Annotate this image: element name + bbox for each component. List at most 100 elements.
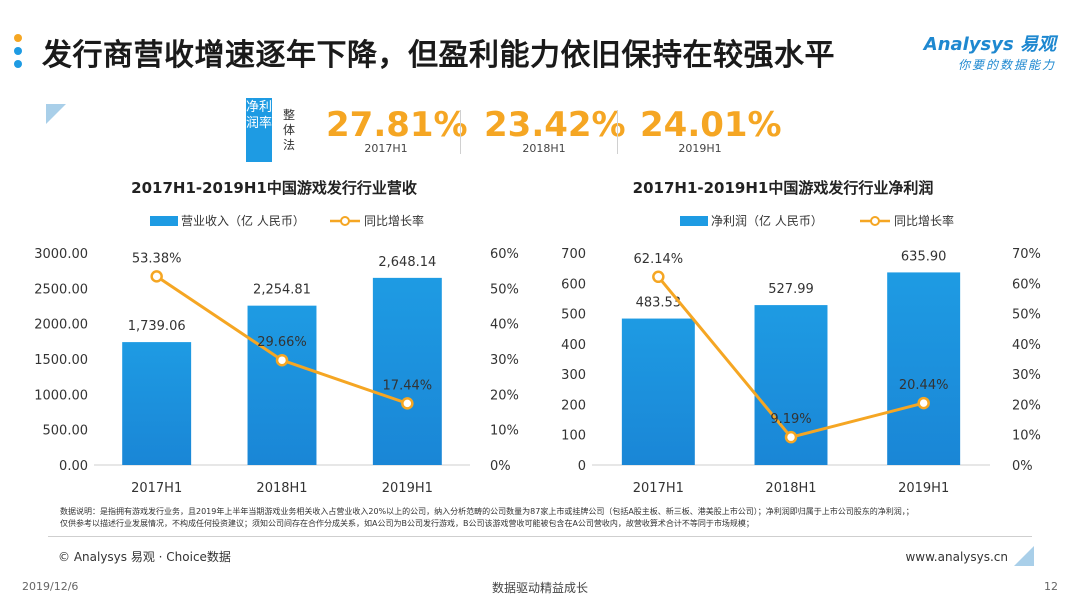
y-axis-left-tick: 200 xyxy=(561,398,586,413)
report-date: 2019/12/6 xyxy=(22,580,79,593)
y-axis-left-tick: 600 xyxy=(561,277,586,292)
data-note: 数据说明：是指拥有游戏发行业务，且2019年上半年当期游戏业务相关收入占营业收入… xyxy=(60,506,1040,530)
y-axis-left-tick: 3000.00 xyxy=(34,247,88,262)
footer-divider xyxy=(48,536,1032,537)
y-axis-right-tick: 60% xyxy=(1012,277,1041,292)
method-label: 整体法 xyxy=(282,108,295,152)
growth-rate-label: 29.66% xyxy=(257,335,307,350)
y-axis-left-tick: 400 xyxy=(561,338,586,353)
legend-label-line: 同比增长率 xyxy=(364,213,424,228)
bar-data-label: 635.90 xyxy=(901,249,947,264)
kpi-value: 23.42% xyxy=(484,105,626,145)
growth-rate-point xyxy=(784,430,798,444)
x-axis-tick: 2019H1 xyxy=(898,481,949,496)
bar-data-label: 527.99 xyxy=(768,282,814,297)
title-dot xyxy=(14,60,22,68)
legend-swatch-marker xyxy=(340,216,350,226)
net-margin-label: 净利润率 xyxy=(246,100,273,131)
y-axis-right-tick: 30% xyxy=(490,353,519,368)
logo-tagline: 你要的数据能力 xyxy=(957,58,1056,72)
y-axis-right-tick: 70% xyxy=(1012,247,1041,262)
title-bullet-dots xyxy=(14,34,26,73)
kpi-2019h1: 24.01% 2019H1 xyxy=(640,105,782,155)
y-axis-right-tick: 50% xyxy=(490,282,519,297)
bar xyxy=(122,342,192,465)
bar xyxy=(887,272,961,465)
title-dot xyxy=(14,34,22,42)
legend-label-bar: 营业收入（亿 人民币） xyxy=(181,213,305,228)
logo-wordmark: Analysys 易观 xyxy=(923,34,1056,55)
y-axis-right-tick: 10% xyxy=(490,424,519,439)
chart-title: 2017H1-2019H1中国游戏发行行业营收 xyxy=(131,179,417,197)
legend-swatch-marker xyxy=(870,216,880,226)
y-axis-right-tick: 20% xyxy=(1012,398,1041,413)
y-axis-left-tick: 1000.00 xyxy=(34,388,88,403)
bar xyxy=(247,305,317,465)
page-number: 12 xyxy=(1044,580,1058,593)
corner-decoration xyxy=(1014,546,1034,566)
bar-data-label: 2,648.14 xyxy=(378,255,436,270)
corner-decoration xyxy=(46,104,66,124)
growth-rate-label: 9.19% xyxy=(770,412,811,427)
x-axis-tick: 2018H1 xyxy=(765,481,816,496)
page-title: 发行商营收增速逐年下降，但盈利能力依旧保持在较强水平 xyxy=(42,38,835,73)
chart-title: 2017H1-2019H1中国游戏发行行业净利润 xyxy=(633,179,934,197)
y-axis-right-tick: 60% xyxy=(490,247,519,262)
y-axis-right-tick: 40% xyxy=(1012,338,1041,353)
y-axis-right-tick: 0% xyxy=(1012,459,1033,474)
footer-slogan: 数据驱动精益成长 xyxy=(491,581,588,595)
y-axis-left-tick: 2000.00 xyxy=(34,318,88,333)
legend-label-bar: 净利润（亿 人民币） xyxy=(711,213,823,228)
y-axis-left-tick: 500.00 xyxy=(43,424,89,439)
legend-swatch-bar xyxy=(680,216,708,226)
kpi-value: 24.01% xyxy=(640,105,782,145)
data-note-line: 仅供参考以描述行业发展情况，不构成任何投资建议；须知公司间存在合作分成关系，如A… xyxy=(60,519,754,528)
growth-rate-point xyxy=(401,397,414,410)
bar xyxy=(372,277,442,465)
y-axis-right-tick: 10% xyxy=(1012,429,1041,444)
website-link[interactable]: www.analysys.cn xyxy=(905,550,1008,564)
y-axis-left-tick: 500 xyxy=(561,308,586,323)
x-axis-tick: 2017H1 xyxy=(633,481,684,496)
y-axis-left-tick: 1500.00 xyxy=(34,353,88,368)
y-axis-left-tick: 0 xyxy=(578,459,586,474)
legend-swatch-bar xyxy=(150,216,178,226)
bar-data-label: 1,739.06 xyxy=(128,319,186,334)
growth-rate-point xyxy=(917,396,930,410)
growth-rate-label: 20.44% xyxy=(899,378,949,393)
bar xyxy=(621,318,695,465)
y-axis-right-tick: 50% xyxy=(1012,308,1041,323)
data-source: © Analysys 易观 · Choice数据 xyxy=(58,550,231,564)
kpi-period: 2019H1 xyxy=(678,142,722,155)
x-axis-tick: 2017H1 xyxy=(131,481,182,496)
growth-rate-point xyxy=(275,353,289,367)
y-axis-right-tick: 0% xyxy=(490,459,511,474)
y-axis-right-tick: 20% xyxy=(490,388,519,403)
y-axis-left-tick: 700 xyxy=(561,247,586,262)
y-axis-left-tick: 300 xyxy=(561,368,586,383)
y-axis-right-tick: 30% xyxy=(1012,368,1041,383)
x-axis-tick: 2018H1 xyxy=(256,481,307,496)
kpi-period: 2017H1 xyxy=(364,142,408,155)
growth-rate-label: 17.44% xyxy=(383,378,433,393)
kpi-divider xyxy=(617,110,618,154)
y-axis-left-tick: 0.00 xyxy=(59,459,88,474)
bar-data-label: 483.53 xyxy=(636,296,682,311)
legend-label-line: 同比增长率 xyxy=(894,213,954,228)
growth-rate-label: 53.38% xyxy=(132,251,182,266)
kpi-value: 27.81% xyxy=(326,105,468,145)
kpi-2017h1: 27.81% 2017H1 xyxy=(326,105,468,155)
y-axis-right-tick: 40% xyxy=(490,318,519,333)
x-axis-tick: 2019H1 xyxy=(382,481,433,496)
analysys-logo: Analysys 易观 你要的数据能力 xyxy=(886,30,1056,73)
growth-rate-point xyxy=(652,270,665,284)
data-note-line: 数据说明：是指拥有游戏发行业务，且2019年上半年当期游戏业务相关收入占营业收入… xyxy=(60,507,914,516)
y-axis-left-tick: 2500.00 xyxy=(34,282,88,297)
kpi-period: 2018H1 xyxy=(522,142,566,155)
title-dot xyxy=(14,47,22,55)
y-axis-left-tick: 100 xyxy=(561,429,586,444)
bar-data-label: 2,254.81 xyxy=(253,283,311,298)
growth-rate-label: 62.14% xyxy=(634,252,684,267)
growth-rate-point xyxy=(150,270,163,283)
